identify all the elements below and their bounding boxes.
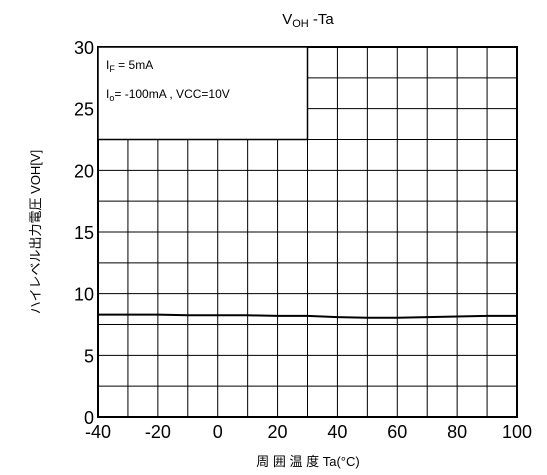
x-tick-label: -20 bbox=[145, 422, 171, 442]
y-tick-label: 15 bbox=[74, 223, 94, 243]
legend-line-2: Io= -100mA , VCC=10V bbox=[106, 87, 230, 103]
legend: IF = 5mA Io= -100mA , VCC=10V bbox=[97, 46, 309, 141]
legend-line-1: IF = 5mA bbox=[106, 58, 153, 74]
y-tick-label: 5 bbox=[84, 346, 94, 366]
y-tick-label: 25 bbox=[74, 100, 94, 120]
x-tick-label: -40 bbox=[85, 422, 111, 442]
y-axis-label: ハイレベル出力電圧 VOH[V] bbox=[28, 150, 43, 314]
y-tick-label: 20 bbox=[74, 161, 94, 181]
series-line bbox=[98, 313, 517, 319]
x-tick-labels: -40 -20 0 20 40 60 80 100 bbox=[85, 422, 532, 442]
x-tick-label: 0 bbox=[213, 422, 223, 442]
y-tick-label: 30 bbox=[74, 38, 94, 58]
x-axis-label: 周 囲 温 度 Ta(°C) bbox=[256, 454, 359, 469]
x-tick-label: 80 bbox=[447, 422, 467, 442]
x-tick-label: 60 bbox=[387, 422, 407, 442]
legend-box bbox=[97, 46, 309, 141]
series-group bbox=[98, 313, 517, 319]
y-tick-labels: 0 5 10 15 20 25 30 bbox=[74, 38, 94, 428]
x-tick-label: 100 bbox=[502, 422, 532, 442]
chart-title: VOH -Ta bbox=[282, 11, 334, 30]
x-tick-label: 20 bbox=[268, 422, 288, 442]
y-tick-label: 0 bbox=[84, 408, 94, 428]
y-tick-label: 10 bbox=[74, 285, 94, 305]
x-tick-label: 40 bbox=[327, 422, 347, 442]
